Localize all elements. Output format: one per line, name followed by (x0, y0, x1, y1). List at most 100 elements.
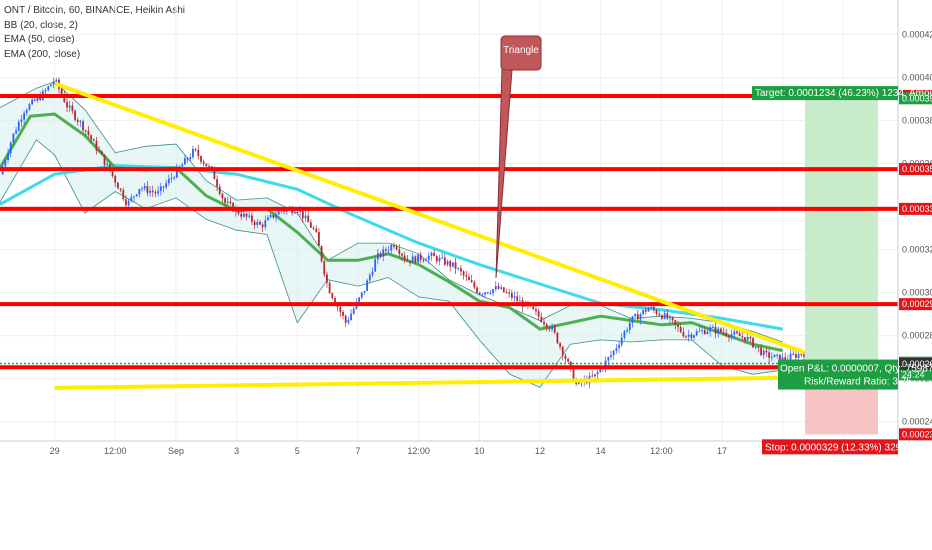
candle-body (706, 331, 709, 335)
x-tick-label: 12 (535, 446, 545, 456)
candle-body (60, 88, 63, 95)
candle-body (714, 326, 717, 334)
trend-lines[interactable] (53, 81, 805, 390)
candle-body (414, 256, 417, 263)
horizontal-levels[interactable] (0, 93, 898, 370)
candle-body (157, 191, 160, 194)
candle-body (293, 212, 296, 214)
candle-body (312, 227, 315, 229)
candle-body (618, 344, 620, 349)
y-tick-label: 0.0004200 (902, 29, 932, 39)
candle-body (221, 193, 224, 199)
candle-body (674, 320, 677, 325)
candle-body (368, 275, 371, 281)
candle-body (122, 190, 125, 200)
candle-body (478, 292, 481, 295)
x-tick-label: 12:00 (650, 446, 673, 456)
candle-body (427, 255, 430, 260)
candle-body (612, 350, 615, 356)
candle-body (661, 315, 663, 319)
candle-body (725, 332, 728, 336)
trend-line-1 (54, 375, 804, 390)
candle-body (776, 354, 779, 356)
candle-body (76, 119, 79, 122)
candle-body (119, 188, 122, 191)
candle-body (307, 215, 310, 223)
candle-body (502, 287, 505, 293)
candle-body (237, 208, 240, 214)
candle-body (200, 156, 202, 162)
candle-body (184, 158, 186, 165)
candle-body (68, 105, 71, 108)
annotations[interactable]: Triangle Target: 0.0001234 (46.23%) 1234,… (495, 35, 932, 455)
candle-body (711, 326, 714, 328)
candle-body (50, 84, 52, 87)
candle-body (626, 329, 628, 332)
candle-body (74, 110, 76, 120)
candle-body (615, 348, 618, 351)
candle-body (125, 199, 127, 206)
candle-body (192, 148, 194, 158)
candle-body (698, 330, 701, 332)
candle-body (138, 188, 141, 195)
candle-body (360, 292, 363, 298)
candle-body (175, 167, 178, 178)
bollinger-bands (0, 81, 783, 388)
candle-body (92, 139, 95, 141)
candle-body (130, 197, 133, 201)
candle-body (256, 221, 259, 225)
y-tick-label: 0.0002400 (902, 417, 932, 427)
candle-body (500, 287, 503, 289)
candle-body (87, 130, 90, 136)
candle-body (650, 306, 653, 309)
candle-body (709, 327, 712, 332)
price-tag (899, 357, 932, 370)
candle-body (607, 357, 610, 361)
candle-body (446, 261, 449, 265)
candle-body (631, 316, 634, 323)
candle-body (390, 245, 393, 251)
candle-body (4, 160, 7, 167)
candle-body (318, 232, 320, 246)
candle-body (685, 336, 687, 338)
candle-body (304, 215, 307, 219)
candle-body (693, 335, 695, 338)
triangle-callout-box (500, 35, 542, 71)
candle-body (561, 346, 564, 356)
candle-body (55, 79, 58, 82)
candle-body (462, 271, 465, 276)
candle-body (275, 214, 277, 218)
candle-body (741, 336, 744, 338)
candle-body (460, 268, 462, 272)
candle-body (301, 211, 304, 219)
candle-body (473, 282, 476, 288)
candle-body (296, 211, 299, 213)
candle-body (127, 200, 130, 206)
candle-body (23, 112, 26, 120)
chart-legend: ONT / Bitcoin, 60, BINANCE, Heikin Ashi … (4, 4, 185, 62)
price-tag (899, 368, 932, 381)
candle-body (208, 166, 210, 168)
candle-body (800, 354, 803, 356)
candle-body (135, 194, 138, 197)
candle-body (572, 367, 575, 382)
candle-body (181, 164, 184, 167)
candle-body (259, 221, 261, 225)
candle-body (159, 186, 162, 192)
bb-fill (0, 81, 783, 388)
candle-body (476, 287, 478, 293)
candle-body (189, 157, 192, 160)
pnl-label: Open P&L: 0.0000007, Qty: 75987 (780, 364, 932, 375)
candle-body (682, 332, 685, 337)
candle-body (644, 309, 647, 312)
candle-body (387, 250, 390, 252)
price-tag-label: 0.0002669 (902, 359, 932, 369)
candle-body (82, 121, 84, 131)
candle-body (433, 252, 436, 257)
target-label: Target: 0.0001234 (46.23%) 1234, Amount (755, 88, 932, 99)
legend-bb: BB (20, close, 2) (4, 19, 78, 31)
candle-body (39, 96, 42, 100)
candle-body (363, 290, 366, 293)
candle-body (564, 355, 567, 359)
